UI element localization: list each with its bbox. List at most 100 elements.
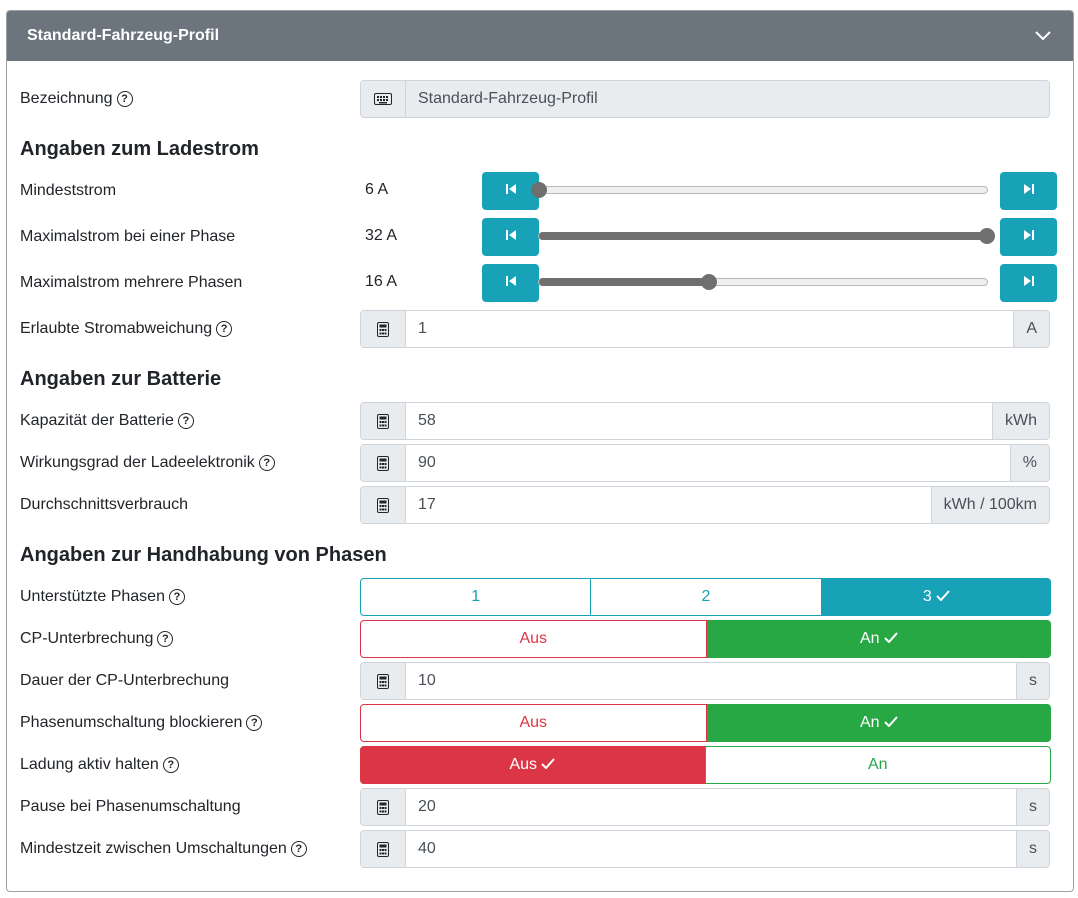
ladung-aktiv-toggle: Aus An [360, 746, 1051, 784]
step-backward-icon [505, 228, 517, 246]
help-icon[interactable]: ? [116, 91, 133, 107]
stromabweichung-unit: A [1013, 311, 1049, 347]
slider-thumb[interactable] [531, 182, 547, 198]
kapazitaet-label: Kapazität der Batterie [20, 412, 174, 429]
option-label: 3 [922, 588, 932, 605]
pause-field[interactable]: 20 [406, 789, 1016, 825]
step-forward-icon [1023, 228, 1035, 246]
help-icon[interactable]: ? [177, 413, 194, 429]
verbrauch-input-group: 17 kWh / 100km [360, 486, 1050, 524]
bezeichnung-row: Bezeichnung? [20, 88, 1062, 110]
check-icon [541, 756, 555, 774]
calculator-icon [361, 789, 406, 825]
cp-unterbrechung-toggle: Aus An [360, 620, 1051, 658]
ladung-aktiv-on[interactable]: An [704, 746, 1051, 784]
chevron-down-icon[interactable] [1033, 26, 1053, 46]
toggle-label: Aus [519, 630, 548, 647]
phasen-option-2[interactable]: 2 [591, 578, 822, 616]
help-icon[interactable]: ? [162, 757, 179, 773]
step-backward-icon [505, 182, 517, 200]
slider-fill [539, 232, 987, 240]
cp-unterbrechung-off[interactable]: Aus [360, 620, 707, 658]
cp-unterbrechung-on[interactable]: An [706, 620, 1051, 658]
section-batterie: Angaben zur Batterie [20, 368, 222, 390]
cp-dauer-input-group: 10 s [360, 662, 1050, 700]
max-mehrphasig-max-button[interactable] [1000, 264, 1057, 302]
mindeststrom-max-button[interactable] [1000, 172, 1057, 210]
mindeststrom-value: 6 A [365, 181, 389, 198]
mindeststrom-min-button[interactable] [482, 172, 539, 210]
verbrauch-unit: kWh / 100km [930, 487, 1049, 523]
section-ladestrom: Angaben zum Ladestrom [20, 138, 259, 160]
slider-fill [539, 278, 710, 286]
bezeichnung-field[interactable]: Standard-Fahrzeug-Profil [406, 81, 1049, 117]
phasen-block-label: Phasenumschaltung blockieren [20, 714, 243, 731]
max-einphasig-value: 32 A [365, 227, 398, 244]
step-forward-icon [1023, 274, 1035, 292]
stromabweichung-input-group: 1 A [360, 310, 1050, 348]
toggle-label: An [867, 756, 888, 773]
step-backward-icon [505, 274, 517, 292]
help-icon[interactable]: ? [290, 841, 307, 857]
ladung-aktiv-off[interactable]: Aus [360, 746, 705, 784]
help-icon[interactable]: ? [258, 455, 275, 471]
mindestzeit-unit: s [1016, 831, 1049, 867]
wirkungsgrad-label: Wirkungsgrad der Ladeelektronik [20, 454, 255, 471]
max-mehrphasig-min-button[interactable] [482, 264, 539, 302]
verbrauch-field[interactable]: 17 [406, 487, 931, 523]
bezeichnung-label: Bezeichnung [20, 90, 113, 107]
cp-dauer-field[interactable]: 10 [406, 663, 1016, 699]
bezeichnung-input-group: Standard-Fahrzeug-Profil [360, 80, 1050, 118]
max-einphasig-label: Maximalstrom bei einer Phase [20, 228, 236, 245]
calculator-icon [361, 831, 406, 867]
help-icon[interactable]: ? [157, 631, 174, 647]
phasen-button-group: 1 2 3 [360, 578, 1051, 616]
check-icon [883, 714, 898, 732]
phasen-block-on[interactable]: An [706, 704, 1051, 742]
wirkungsgrad-field[interactable]: 90 [406, 445, 1010, 481]
phasen-option-3[interactable]: 3 [821, 578, 1051, 616]
mindeststrom-slider[interactable] [531, 182, 988, 198]
toggle-label: An [859, 630, 880, 647]
slider-thumb[interactable] [701, 274, 718, 290]
help-icon[interactable]: ? [246, 715, 263, 731]
mindestzeit-input-group: 40 s [360, 830, 1050, 868]
max-einphasig-min-button[interactable] [482, 218, 539, 256]
stromabweichung-field[interactable]: 1 [406, 311, 1014, 347]
wirkungsgrad-input-group: 90 % [360, 444, 1050, 482]
help-icon[interactable]: ? [168, 589, 185, 605]
slider-thumb[interactable] [979, 228, 995, 244]
phasen-block-toggle: Aus An [360, 704, 1051, 742]
mindestzeit-field[interactable]: 40 [406, 831, 1016, 867]
phasen-label: Unterstützte Phasen [20, 588, 165, 605]
max-mehrphasig-label: Maximalstrom mehrere Phasen [20, 274, 243, 291]
phasen-option-1[interactable]: 1 [360, 578, 592, 616]
mindestzeit-label: Mindestzeit zwischen Umschaltungen [20, 840, 287, 857]
step-forward-icon [1023, 182, 1035, 200]
max-einphasig-slider[interactable] [538, 228, 995, 244]
toggle-label: An [859, 714, 880, 731]
calculator-icon [361, 445, 406, 481]
kapazitaet-input-group: 58 kWh [360, 402, 1050, 440]
card-title: Standard-Fahrzeug-Profil [27, 27, 220, 44]
calculator-icon [361, 311, 406, 347]
mindeststrom-label: Mindeststrom [20, 182, 117, 199]
max-mehrphasig-slider[interactable] [538, 274, 988, 290]
max-einphasig-max-button[interactable] [1000, 218, 1057, 256]
calculator-icon [361, 403, 406, 439]
kapazitaet-unit: kWh [992, 403, 1049, 439]
toggle-label: Aus [519, 714, 548, 731]
option-label: 2 [701, 588, 711, 605]
card-header[interactable]: Standard-Fahrzeug-Profil [7, 11, 1073, 61]
help-icon[interactable]: ? [216, 321, 233, 337]
calculator-icon [361, 663, 406, 699]
pause-input-group: 20 s [360, 788, 1050, 826]
phasen-block-off[interactable]: Aus [360, 704, 707, 742]
option-label: 1 [471, 588, 481, 605]
kapazitaet-field[interactable]: 58 [406, 403, 992, 439]
cp-dauer-unit: s [1016, 663, 1049, 699]
pause-label: Pause bei Phasenumschaltung [20, 798, 241, 815]
pause-unit: s [1016, 789, 1049, 825]
max-mehrphasig-value: 16 A [365, 273, 398, 290]
verbrauch-label: Durchschnittsverbrauch [20, 496, 189, 513]
